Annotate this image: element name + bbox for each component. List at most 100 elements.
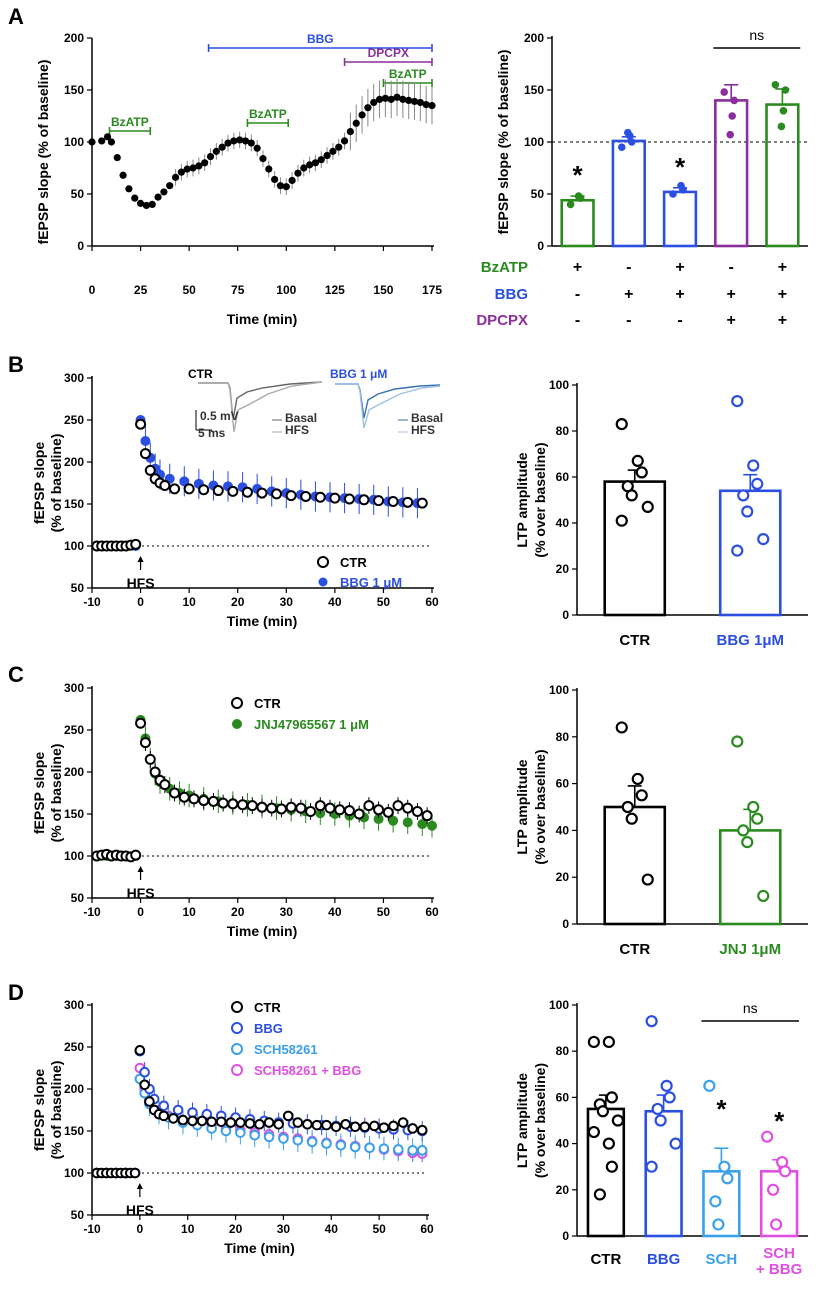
chart-a-bars: 0 50 100 150 200 fEPSP slope (% of baseline) *… — [495, 27, 808, 253]
legend-label: CTR — [254, 1000, 281, 1015]
data-point — [314, 800, 326, 812]
x-tick-label: 30 — [277, 1222, 291, 1236]
data-point — [651, 1102, 664, 1116]
drug-sign: - — [575, 286, 580, 303]
data-point — [249, 1129, 261, 1141]
data-point — [416, 1145, 428, 1156]
x-tick-label: 20 — [229, 1222, 243, 1236]
panel-label-c: C — [8, 662, 24, 687]
data-point — [179, 476, 190, 487]
y-axis-title-line1: fEPSP slope — [31, 752, 47, 834]
data-point — [353, 808, 365, 820]
category-label-line2: + BBG — [756, 1261, 802, 1278]
data-point — [317, 156, 325, 164]
data-point — [217, 797, 229, 809]
data-point — [103, 133, 112, 141]
data-point — [178, 791, 190, 803]
legend-marker — [231, 1001, 243, 1013]
bar — [560, 198, 595, 248]
data-point — [402, 496, 414, 508]
x-tick-label: 20 — [231, 905, 245, 919]
data-point — [220, 1125, 232, 1137]
legend-label-jnj: JNJ47965567 1 μM — [254, 717, 369, 732]
data-point — [292, 1134, 304, 1146]
y-axis-title-line2: (% over baseline) — [532, 1063, 548, 1178]
data-point — [278, 1133, 289, 1144]
data-point — [224, 139, 232, 147]
data-point — [781, 86, 790, 94]
data-point — [253, 144, 261, 152]
data-point — [411, 805, 423, 817]
x-tick-label: 0 — [137, 595, 144, 609]
data-point — [207, 795, 219, 807]
data-point — [139, 1079, 150, 1091]
y-tick-label: 0 — [562, 1229, 569, 1243]
y-axis-title-line2: (% of baseline) — [48, 434, 64, 533]
hfs-label: HFS — [126, 1202, 154, 1218]
data-point — [416, 497, 428, 509]
data-point — [160, 188, 168, 196]
chart-d-timecourse: 50 100 150 200 250 300 -10 0 10 20 30 40 50 60 Time (m… — [31, 998, 434, 1256]
bar — [714, 99, 749, 248]
y-axis-title-line1: LTP amplitude — [514, 1073, 530, 1168]
data-point — [737, 489, 750, 502]
scale-ms-label: 5 ms — [198, 426, 226, 440]
data-point — [329, 492, 341, 504]
hfs-label: HFS — [127, 575, 155, 591]
data-point — [265, 165, 273, 173]
x-tick-label: 20 — [231, 595, 245, 609]
y-tick-label: 150 — [64, 497, 84, 511]
data-point — [615, 721, 628, 734]
significance-star: * — [716, 1094, 727, 1124]
application-bar-label: BBG — [307, 32, 334, 46]
category-label: BBG 1μM — [716, 632, 784, 649]
data-point — [275, 803, 287, 815]
category-label: BBG — [647, 1251, 680, 1268]
data-point — [119, 171, 127, 179]
drug-sign: + — [573, 259, 582, 276]
data-point — [618, 143, 626, 151]
data-point — [378, 1122, 390, 1133]
data-point — [731, 395, 744, 408]
y-tick-label: 200 — [524, 31, 544, 45]
x-tick-label: 125 — [325, 283, 345, 297]
significance-star: * — [774, 1106, 785, 1136]
y-tick-label: 300 — [64, 371, 84, 385]
data-point — [751, 477, 764, 490]
x-tick-label: 50 — [377, 905, 391, 919]
y-tick-label: 150 — [64, 807, 84, 821]
x-tick-label: 50 — [372, 1222, 386, 1236]
data-point — [641, 873, 654, 886]
data-point — [177, 168, 185, 176]
y-axis-title-line1: LTP amplitude — [514, 759, 530, 854]
data-point — [335, 1139, 347, 1151]
x-tick-label: 30 — [280, 905, 294, 919]
data-point — [621, 800, 634, 814]
x-tick-label: 100 — [276, 283, 296, 297]
chart-c-bars: 0 20 40 60 80 100 LTP amplitude (% over baselin… — [514, 683, 808, 958]
category-label: SCH — [706, 1251, 738, 1268]
data-point — [388, 815, 399, 826]
data-point — [669, 190, 677, 198]
data-point — [767, 1183, 780, 1196]
data-point — [215, 1116, 227, 1128]
y-tick-label: 100 — [524, 135, 544, 149]
data-point — [206, 1116, 217, 1128]
y-axis-title-line2: (% over baseline) — [532, 442, 548, 557]
x-tick-label: 0 — [89, 283, 96, 297]
data-point — [375, 95, 384, 103]
y-tick-label: 20 — [556, 562, 570, 576]
y-tick-label: 50 — [71, 187, 85, 201]
y-tick-label: 100 — [64, 135, 84, 149]
y-tick-label: 20 — [556, 1183, 570, 1197]
y-tick-label: 40 — [556, 823, 570, 837]
data-point — [364, 1142, 375, 1154]
data-point — [392, 1144, 404, 1155]
data-point — [427, 820, 437, 831]
x-tick-label: 30 — [280, 595, 294, 609]
data-point — [131, 194, 139, 202]
data-point — [605, 1160, 618, 1173]
data-point — [382, 806, 394, 818]
hfs-label: HFS — [127, 885, 155, 901]
data-point — [358, 494, 370, 506]
